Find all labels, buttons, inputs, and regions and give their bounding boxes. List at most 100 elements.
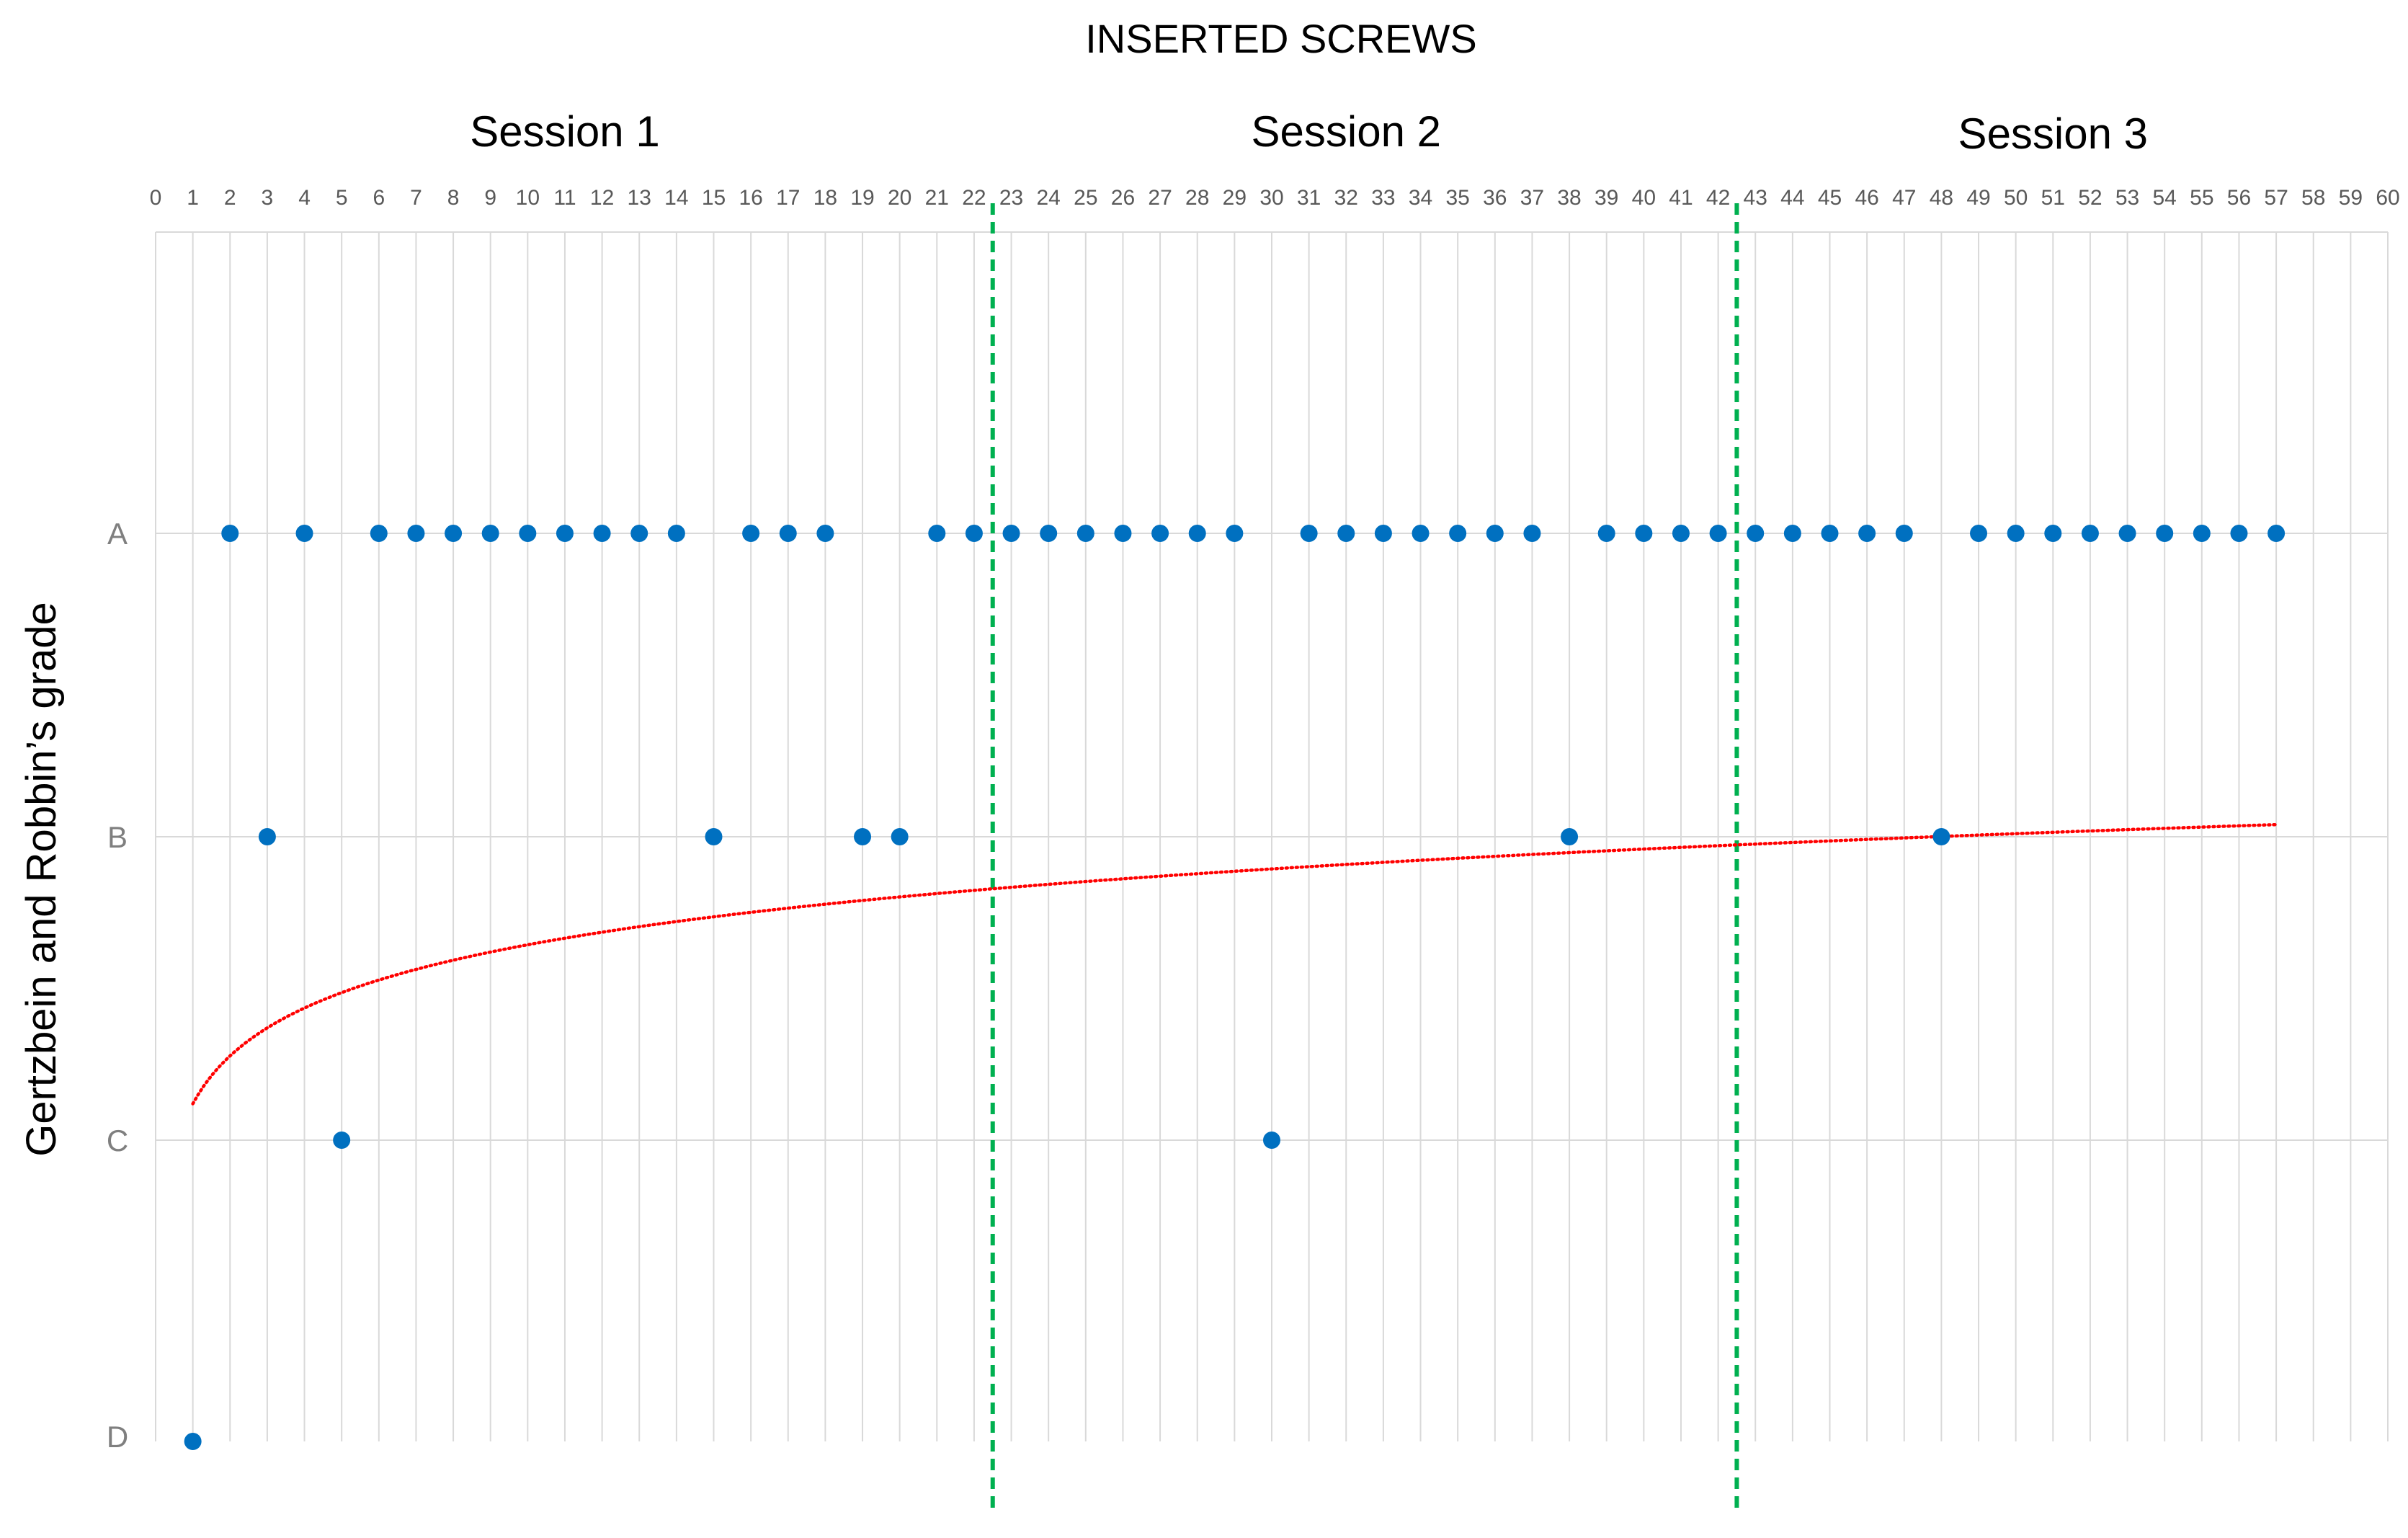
data-point	[2118, 525, 2136, 542]
data-point	[184, 1433, 202, 1450]
data-point	[519, 525, 537, 542]
x-tick-label: 38	[1557, 186, 1581, 210]
data-point	[1821, 525, 1839, 542]
data-point	[1300, 525, 1318, 542]
data-point	[1672, 525, 1690, 542]
chart-title: INSERTED SCREWS	[1085, 16, 1476, 61]
x-tick-label: 55	[2190, 186, 2213, 210]
data-point	[481, 525, 499, 542]
data-point	[1449, 525, 1467, 542]
data-point	[1486, 525, 1504, 542]
x-tick-label: 3	[262, 186, 274, 210]
x-tick-label: 58	[2301, 186, 2325, 210]
x-tick-label: 54	[2153, 186, 2177, 210]
data-point	[258, 828, 276, 845]
session-label: Session 1	[470, 107, 660, 156]
x-tick-label: 35	[1445, 186, 1469, 210]
x-tick-label: 34	[1409, 186, 1432, 210]
x-tick-label: 8	[447, 186, 460, 210]
x-tick-label: 23	[999, 186, 1023, 210]
data-point	[1858, 525, 1876, 542]
data-point	[1932, 828, 1950, 845]
data-point	[1076, 525, 1094, 542]
x-tick-label: 21	[925, 186, 949, 210]
x-tick-label: 9	[484, 186, 496, 210]
x-tick-label: 1	[187, 186, 199, 210]
x-tick-label: 31	[1297, 186, 1321, 210]
x-tick-label: 12	[590, 186, 614, 210]
x-tick-label: 36	[1483, 186, 1507, 210]
x-tick-label: 32	[1334, 186, 1358, 210]
data-point	[2267, 525, 2286, 542]
data-point	[221, 525, 239, 542]
x-tick-label: 50	[2004, 186, 2028, 210]
x-tick-label: 43	[1744, 186, 1767, 210]
data-point	[1747, 525, 1765, 542]
data-point	[2081, 525, 2099, 542]
data-point	[1412, 525, 1430, 542]
x-tick-label: 52	[2078, 186, 2102, 210]
data-point	[2193, 525, 2211, 542]
y-tick-label: B	[107, 820, 128, 854]
x-tick-label: 26	[1111, 186, 1135, 210]
x-tick-label: 48	[1930, 186, 1953, 210]
x-tick-label: 40	[1632, 186, 1656, 210]
data-point	[630, 525, 648, 542]
x-tick-label: 56	[2227, 186, 2251, 210]
x-tick-label: 27	[1148, 186, 1172, 210]
data-point	[742, 525, 760, 542]
trendline-layer	[191, 822, 2278, 1106]
session-labels: Session 1 Session 2 Session 3	[470, 107, 2148, 158]
data-point-layer	[184, 525, 2286, 1450]
data-point	[1040, 525, 1058, 542]
session-label: Session 3	[1958, 110, 2149, 158]
x-tick-label: 5	[336, 186, 348, 210]
x-tick-label: 39	[1595, 186, 1618, 210]
data-point	[2156, 525, 2174, 542]
y-tick-label: D	[107, 1420, 128, 1454]
x-tick-label: 14	[664, 186, 688, 210]
x-tick-label: 2	[224, 186, 236, 210]
x-tick-label: 57	[2264, 186, 2288, 210]
x-tick-label: 33	[1371, 186, 1395, 210]
x-tick-label: 28	[1185, 186, 1209, 210]
x-tick-label: 16	[739, 186, 762, 210]
data-point	[445, 525, 463, 542]
x-tick-label: 42	[1706, 186, 1730, 210]
x-tick-label: 24	[1037, 186, 1061, 210]
session-label: Session 2	[1252, 107, 1442, 156]
trendline	[191, 822, 2278, 1106]
data-point	[2230, 525, 2248, 542]
x-tick-label: 20	[888, 186, 911, 210]
x-tick-label: 49	[1966, 186, 1990, 210]
data-point	[1337, 525, 1355, 542]
data-point	[1970, 525, 1988, 542]
x-tick-label: 6	[373, 186, 385, 210]
x-tick-labels: 0 1 2 3 4 5 6 7 8 9 10 11 12 13 14 15 16 17 18 19 20 21 22 23 24…	[150, 186, 2400, 210]
data-point	[1188, 525, 1206, 542]
x-tick-label: 15	[702, 186, 726, 210]
data-point	[1263, 1132, 1280, 1149]
data-point	[891, 828, 909, 845]
data-point	[407, 525, 425, 542]
data-point	[593, 525, 611, 542]
grid-layer	[155, 231, 2389, 1441]
data-point	[1002, 525, 1020, 542]
x-tick-label: 10	[516, 186, 540, 210]
data-point	[854, 828, 872, 845]
x-tick-label: 0	[150, 186, 162, 210]
data-point	[370, 525, 388, 542]
x-tick-label: 46	[1855, 186, 1878, 210]
data-point	[2007, 525, 2025, 542]
x-tick-label: 44	[1780, 186, 1804, 210]
x-tick-label: 7	[410, 186, 422, 210]
data-point	[965, 525, 983, 542]
x-tick-label: 37	[1520, 186, 1544, 210]
data-point	[667, 525, 685, 542]
x-tick-label: 18	[813, 186, 837, 210]
data-point	[333, 1132, 351, 1149]
x-tick-label: 59	[2339, 186, 2363, 210]
y-tick-labels: A B C D	[107, 517, 128, 1454]
x-tick-label: 22	[962, 186, 986, 210]
